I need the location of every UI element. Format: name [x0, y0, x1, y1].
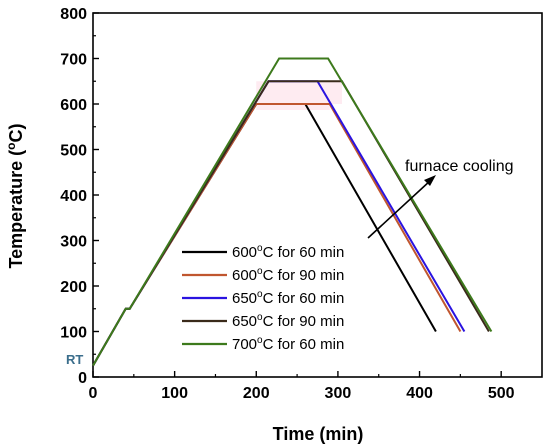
x-tick-label: 200 [243, 385, 270, 402]
y-tick-label: 400 [60, 188, 87, 205]
y-tick-label: 500 [60, 143, 87, 160]
y-tick-label: 700 [60, 52, 87, 69]
y-axis-title-degree: o [4, 142, 18, 149]
legend-label: 650oC for 90 min [232, 312, 344, 330]
y-tick-label: 800 [60, 6, 87, 23]
furnace-cooling-annotation: furnace cooling [367, 158, 514, 239]
legend-label: 650oC for 60 min [232, 289, 344, 307]
hold-band-600 [256, 104, 330, 110]
x-tick-label: 500 [488, 385, 515, 402]
legend-label: 600oC for 90 min [232, 266, 344, 284]
x-tick-label: 400 [406, 385, 433, 402]
y-axis-title-prefix: Temperature ( [6, 150, 26, 269]
y-tick-label: 100 [60, 325, 87, 342]
plot-area: 0 100 200 300 400 500 600 700 800 0 100 200 300 400 50… [60, 6, 543, 402]
x-tick-label: 100 [161, 385, 188, 402]
y-tick-label: 0 [78, 370, 87, 387]
legend-label: 700oC for 60 min [232, 335, 344, 353]
furnace-cooling-label: furnace cooling [405, 158, 514, 175]
x-axis-title: Time (min) [273, 424, 364, 444]
rt-label: RT [66, 352, 83, 367]
y-axis-title: Temperature (oC) [4, 123, 26, 268]
x-tick-label: 300 [325, 385, 352, 402]
x-tick-label: 0 [89, 385, 98, 402]
y-axis-title-suffix: C) [6, 123, 26, 142]
series-line-5 [92, 57, 493, 367]
y-tick-label: 300 [60, 234, 87, 251]
legend: 600oC for 60 min 600oC for 90 min 650oC fo… [182, 243, 344, 353]
y-tick-label: 600 [60, 97, 87, 114]
legend-label: 600oC for 60 min [232, 243, 344, 261]
arrow-head-icon [424, 175, 436, 186]
furnace-cooling-arrow [367, 179, 432, 239]
y-tick-label: 200 [60, 279, 87, 296]
